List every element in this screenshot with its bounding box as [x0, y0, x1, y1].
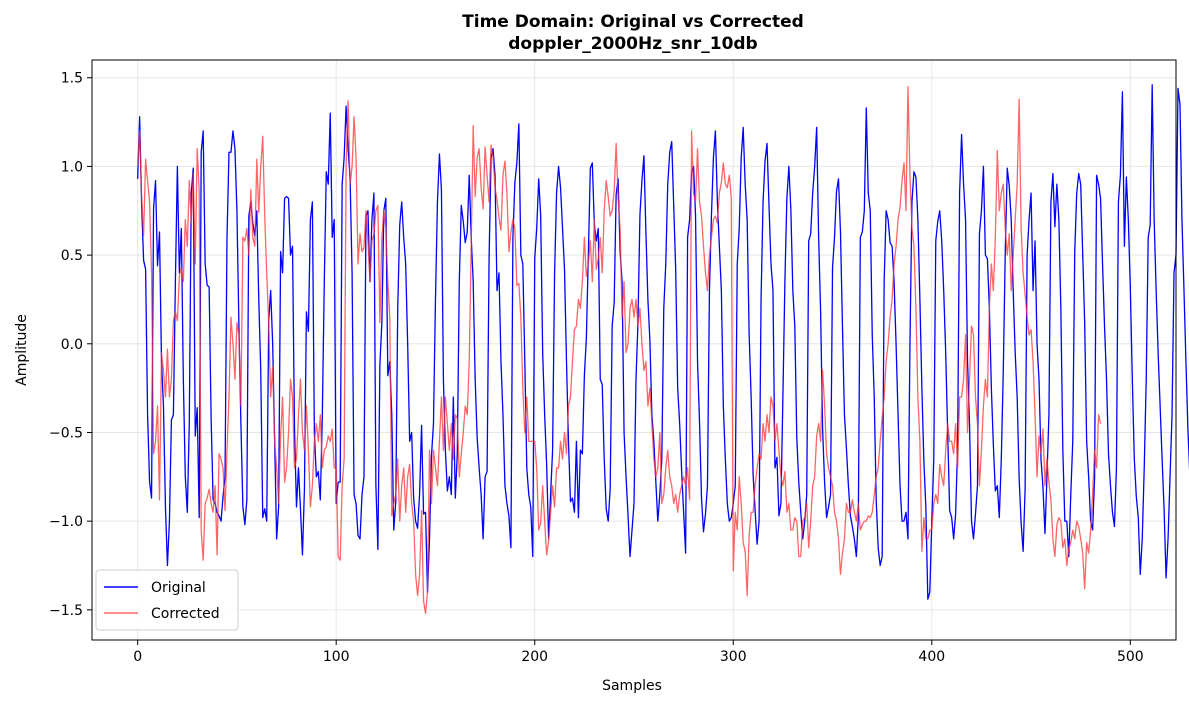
y-tick-label: 0.0: [61, 337, 83, 353]
x-tick-label: 500: [1117, 649, 1144, 665]
legend: Original Corrected: [95, 569, 239, 631]
y-tick-label: −1.0: [49, 514, 83, 530]
series-lines: [137, 84, 1189, 615]
plot-frame: [91, 59, 1177, 641]
chart-title: Time Domain: Original vs Corrected: [462, 12, 804, 32]
x-tick-label: 0: [133, 649, 142, 665]
y-tick-label: −1.5: [49, 603, 83, 619]
x-tick-label: 300: [720, 649, 747, 665]
y-tick-label: −0.5: [49, 425, 83, 441]
x-tick-label: 100: [323, 649, 350, 665]
y-tick-label: 0.5: [61, 248, 83, 264]
x-tick-label: 400: [918, 649, 945, 665]
chart-subtitle: doppler_2000Hz_snr_10db: [508, 34, 757, 54]
axis-ticks: 0 100 200 300 400 500 1.5 1.0 0.5 0.0 −0.5 −1.0 −1.5: [49, 71, 1144, 665]
y-tick-label: 1.0: [61, 159, 83, 175]
legend-label-original: Original: [151, 580, 206, 596]
legend-label-corrected: Corrected: [151, 606, 220, 622]
series-line-corrected: [137, 85, 1102, 615]
x-axis-label: Samples: [602, 678, 662, 694]
legend-box: [95, 569, 239, 631]
y-axis-label: Amplitude: [14, 314, 30, 386]
x-tick-label: 200: [521, 649, 548, 665]
y-tick-label: 1.5: [61, 71, 83, 87]
